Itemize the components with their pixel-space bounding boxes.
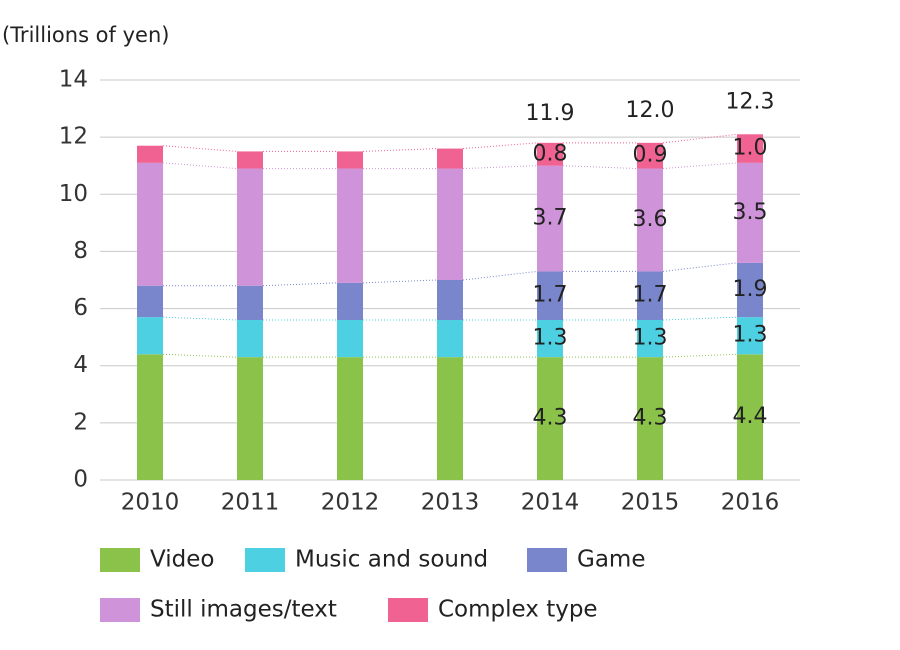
bar-segment [237, 151, 263, 169]
total-label: 12.3 [726, 90, 775, 115]
total-label: 12.0 [626, 98, 675, 123]
bar-segment [637, 168, 663, 272]
data-label: 1.7 [633, 283, 668, 308]
connector [162, 162, 238, 170]
bar-segment [437, 280, 463, 320]
bar-segment [437, 320, 463, 358]
data-label: 1.3 [733, 323, 768, 348]
connector [562, 165, 638, 170]
bar-segment [737, 262, 763, 318]
connector [662, 316, 738, 321]
data-label: 1.7 [533, 283, 568, 308]
data-label: 1.9 [733, 277, 768, 302]
connector [362, 148, 438, 152]
bar-segment [137, 145, 163, 163]
legend-swatch [100, 548, 140, 572]
legend-label: Video [150, 547, 214, 573]
bar-segment [537, 271, 563, 320]
connector [462, 270, 538, 281]
x-tick-label: 2012 [321, 490, 380, 516]
data-label: 3.7 [533, 206, 568, 231]
bar-segment [437, 357, 463, 480]
connector [262, 282, 338, 287]
y-tick-label: 12 [59, 124, 88, 150]
bar-segment [737, 134, 763, 163]
x-tick-label: 2014 [521, 490, 580, 516]
data-label: 4.3 [533, 406, 568, 431]
connector [462, 142, 538, 150]
data-label: 0.8 [533, 141, 568, 166]
bar-segment [237, 357, 263, 480]
x-tick-label: 2016 [721, 490, 780, 516]
bar-segment [337, 320, 363, 358]
bar-segment [337, 282, 363, 320]
legend-swatch [100, 598, 140, 622]
bar-segment [737, 317, 763, 355]
y-tick-label: 10 [59, 181, 88, 207]
connector [162, 316, 238, 321]
connector [162, 353, 238, 358]
bar-segment [137, 354, 163, 480]
connector [662, 133, 738, 144]
data-label: 1.0 [733, 136, 768, 161]
bar-segment [537, 357, 563, 480]
connector [662, 162, 738, 170]
bar-segment [737, 162, 763, 263]
x-tick-label: 2013 [421, 490, 480, 516]
data-label: 4.3 [633, 406, 668, 431]
data-label: 3.5 [733, 200, 768, 225]
bar-segment [137, 162, 163, 286]
bar-segment [537, 142, 563, 166]
bar-segment [137, 285, 163, 318]
connector [362, 279, 438, 284]
legend-label: Still images/text [150, 597, 337, 623]
y-axis-title: (Trillions of yen) [2, 23, 169, 47]
y-tick-label: 14 [59, 67, 88, 93]
bar-segment [637, 142, 663, 169]
data-label: 0.9 [633, 143, 668, 168]
bar-segment [237, 285, 263, 320]
data-label: 1.3 [633, 326, 668, 351]
bar-segment [637, 271, 663, 320]
bar-segment [437, 148, 463, 169]
bar-segment [737, 354, 763, 480]
data-label: 1.3 [533, 326, 568, 351]
x-tick-label: 2011 [221, 490, 280, 516]
y-tick-label: 6 [73, 295, 88, 321]
legend-label: Game [577, 547, 645, 573]
bar-segment [337, 357, 363, 480]
y-tick-label: 4 [73, 352, 88, 378]
legend-label: Complex type [438, 597, 598, 623]
x-tick-label: 2010 [121, 490, 180, 516]
bar-segment [637, 320, 663, 358]
y-tick-label: 2 [73, 409, 88, 435]
y-tick-label: 0 [73, 467, 88, 493]
bar-segment [237, 168, 263, 286]
connector [162, 145, 238, 152]
legend-swatch [388, 598, 428, 622]
bar-segment [537, 165, 563, 272]
legend-swatch [245, 548, 285, 572]
bar-segment [337, 151, 363, 169]
legend-swatch [527, 548, 567, 572]
bar-segment [637, 357, 663, 480]
bar-segment [537, 320, 563, 358]
legend-label: Music and sound [295, 547, 488, 573]
bar-segment [137, 317, 163, 355]
connector [462, 165, 538, 170]
connector [662, 353, 738, 358]
bar-segment [237, 320, 263, 358]
bar-segment [337, 168, 363, 283]
bar-segment [437, 168, 463, 280]
y-tick-label: 8 [73, 238, 88, 264]
x-tick-label: 2015 [621, 490, 680, 516]
data-label: 4.4 [733, 404, 768, 429]
connector [662, 262, 738, 272]
total-label: 11.9 [526, 101, 575, 126]
data-label: 3.6 [633, 207, 668, 232]
